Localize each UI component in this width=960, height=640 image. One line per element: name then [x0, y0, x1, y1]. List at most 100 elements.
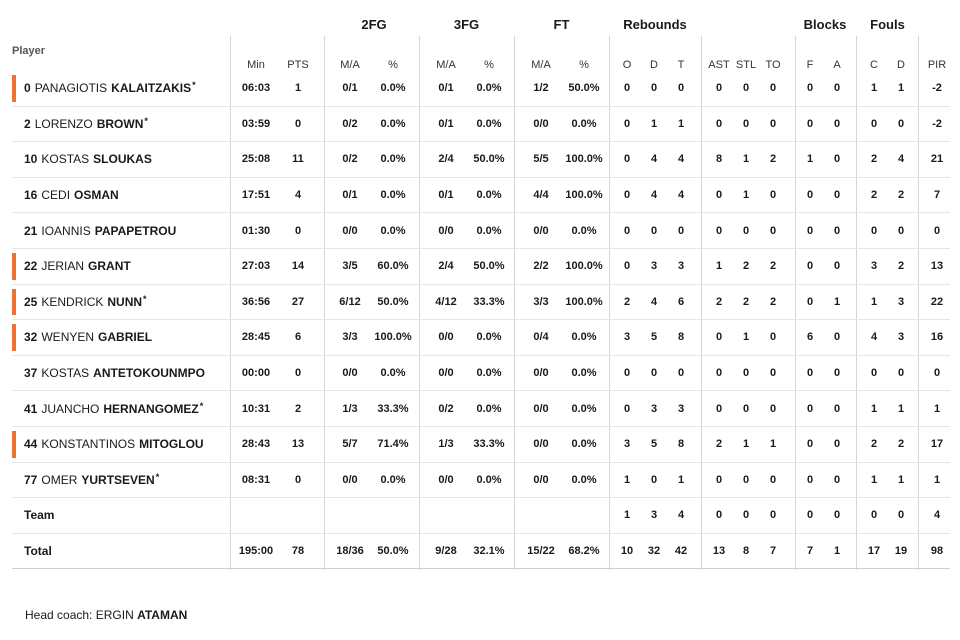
stat-cell: 3 [650, 260, 658, 273]
player-name-link[interactable]: 32 WENYEN GABRIEL [24, 320, 152, 355]
stat-cell: 1 [870, 82, 878, 95]
stat-cell: 28:43 [241, 438, 271, 451]
stat-cell: 6/12 [339, 295, 361, 308]
player-name-link[interactable]: 2 LORENZO BROWN * [24, 107, 148, 142]
column-divider [324, 36, 325, 570]
stat-cell: 5 [650, 438, 658, 451]
player-first-name: KOSTAS [41, 152, 90, 167]
stat-cell: 50.0% [377, 295, 409, 308]
player-name-link[interactable]: 21 IOANNIS PAPAPETROU [24, 213, 176, 248]
stat-cell: 10 [620, 545, 634, 558]
player-name-link[interactable]: 16 CEDI OSMAN [24, 178, 119, 213]
stat-cell: 0 [623, 402, 631, 415]
player-name-link[interactable]: 25 KENDRICK NUNN * [24, 285, 147, 320]
player-first-name: IOANNIS [41, 223, 91, 238]
stat-cell: 03:59 [241, 117, 271, 130]
player-name-link[interactable]: 10 KOSTAS SLOUKAS [24, 142, 152, 177]
stat-cell: 0 [715, 473, 723, 486]
stat-cell: 0.0% [476, 331, 502, 344]
player-number: 37 [24, 366, 38, 381]
stat-cell: 9/28 [435, 545, 457, 558]
column-header: % [484, 59, 494, 71]
player-last-name: NUNN [107, 294, 143, 309]
row-accent-bar [12, 324, 16, 351]
row-accent-bar [12, 75, 16, 102]
stat-cell: 3 [650, 509, 658, 522]
group-header-fouls: Fouls [870, 17, 905, 32]
player-last-name: ANTETOKOUNMPO [93, 366, 205, 381]
stat-cell: 3 [677, 402, 685, 415]
stat-cell: 3/5 [342, 260, 358, 273]
stat-cell: 4 [294, 189, 302, 202]
stat-cell: 15/22 [527, 545, 555, 558]
player-last-name: OSMAN [74, 188, 119, 203]
player-number: 16 [24, 188, 38, 203]
starter-marker: * [192, 80, 196, 91]
stat-cell: 0 [769, 224, 777, 237]
player-last-name: YURTSEVEN [81, 472, 155, 487]
player-first-name: WENYEN [41, 330, 95, 345]
stat-cell: 17 [867, 545, 881, 558]
stat-cell: 0/0 [533, 438, 549, 451]
stat-cell: 195:00 [238, 545, 274, 558]
starter-marker: * [199, 400, 204, 411]
stat-cell: 100.0% [565, 153, 603, 166]
stat-cell: 0 [769, 367, 777, 380]
player-name-link[interactable]: 41 JUANCHO HERNANGOMEZ * [24, 391, 203, 426]
column-header: PIR [927, 59, 947, 71]
player-row: 2 LORENZO BROWN * 03:59 0 0/2 0.0% 0/1 0.0% 0/0 0.0… [12, 107, 950, 143]
stat-cell: 33.3% [473, 295, 505, 308]
stat-cell: 0.0% [380, 224, 406, 237]
stat-cell: 0.0% [476, 189, 502, 202]
stat-cell: 1 [870, 295, 878, 308]
stat-cell: 0 [294, 117, 302, 130]
player-last-name: GABRIEL [98, 330, 153, 345]
stat-cell: 2 [897, 260, 905, 273]
stat-cell: 0.0% [571, 402, 597, 415]
stat-cell: 0 [833, 224, 841, 237]
stat-cell: 16 [930, 331, 944, 344]
player-name-link[interactable]: 77 OMER YURTSEVEN * [24, 463, 159, 498]
player-name-link[interactable]: 22 JERIAN GRANT [24, 249, 131, 284]
column-header: D [650, 59, 658, 71]
row-accent-bar [12, 253, 16, 280]
stat-cell [459, 498, 519, 533]
stat-cell: -2 [932, 117, 942, 130]
stat-cell: 0.0% [380, 367, 406, 380]
stat-cell: 3/3 [342, 331, 358, 344]
stat-cell: 1 [806, 153, 814, 166]
stat-cell: 0/0 [342, 473, 358, 486]
player-name-link[interactable]: 44 KONSTANTINOS MITOGLOU [24, 427, 204, 462]
stat-cell: 0.0% [476, 224, 502, 237]
stat-cell: 1 [742, 331, 750, 344]
stat-cell: -2 [932, 82, 942, 95]
stat-cell: 0 [623, 367, 631, 380]
stat-cell: 0 [623, 117, 631, 130]
stat-cell: 2 [715, 438, 723, 451]
column-header: T [677, 59, 685, 71]
column-divider [230, 36, 231, 570]
stat-cell: 4 [870, 331, 878, 344]
stat-cell: 1 [650, 117, 658, 130]
stat-cell: 0 [742, 224, 750, 237]
stat-cell: 0 [769, 509, 777, 522]
stat-cell: 6 [294, 331, 302, 344]
player-number: 2 [24, 116, 31, 131]
stat-cell: 0/1 [342, 189, 358, 202]
stat-cell: 2/4 [438, 153, 454, 166]
stat-cell: 0 [933, 224, 941, 237]
stat-cell: 50.0% [377, 545, 409, 558]
stat-cell: 0 [715, 402, 723, 415]
stat-cell: 0 [715, 224, 723, 237]
stat-cell: 0.0% [571, 117, 597, 130]
row-accent-bar [12, 288, 16, 316]
stat-cell: 0 [715, 367, 723, 380]
player-first-name: KONSTANTINOS [41, 437, 136, 452]
starter-marker: * [143, 293, 147, 304]
player-name-link[interactable]: 0 PANAGIOTIS KALAITZAKIS * [24, 71, 196, 106]
stat-cell: 0 [769, 473, 777, 486]
stat-cell: 0/0 [533, 117, 549, 130]
stat-cell: 0 [806, 260, 814, 273]
player-first-name: OMER [41, 472, 78, 487]
player-name-link[interactable]: 37 KOSTAS ANTETOKOUNMPO [24, 356, 205, 391]
